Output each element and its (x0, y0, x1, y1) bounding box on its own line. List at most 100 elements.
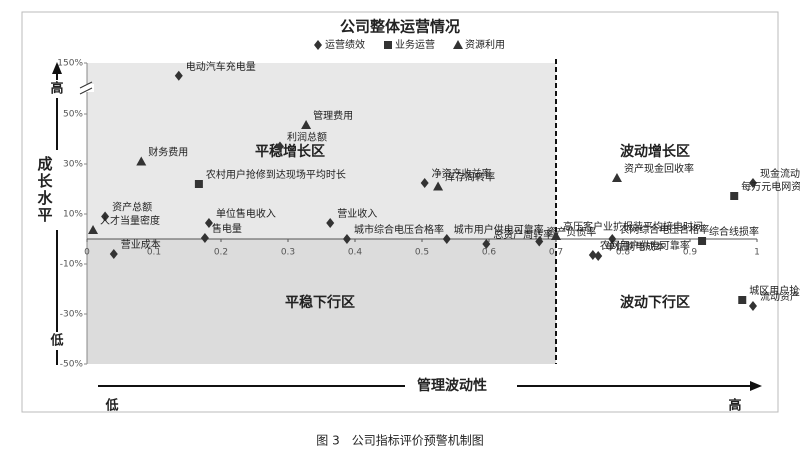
y-tick-label: 50% (63, 110, 83, 120)
point (748, 178, 757, 188)
point-label: 营业成本 (121, 238, 161, 251)
point-label: 营业收入 (337, 207, 377, 220)
point (594, 251, 603, 261)
label-bg (32, 150, 62, 230)
quadrant-label: 波动下行区 (620, 294, 690, 311)
point-label: 农村用户抢修到达现场平均时长 (206, 168, 346, 181)
point-label: 现金流动负债比率 (760, 167, 800, 180)
point-label: 农网综合电压合格率 (619, 223, 709, 236)
region-upper-left (87, 63, 556, 239)
point-label: 净资产收益率 (432, 167, 492, 180)
point-label: 资产现金回收率 (624, 162, 694, 175)
legend-marker (384, 41, 392, 49)
caption: 图 3 公司指标评价预警机制图 (316, 433, 483, 448)
y-tick-label: -30% (60, 310, 84, 320)
point-label: 利润总额 (287, 131, 327, 144)
quadrant-label: 波动增长区 (620, 143, 690, 160)
point-label: 综合线损率 (709, 225, 759, 238)
region-lower-left (87, 239, 556, 364)
point-label: 单位售电收入 (216, 207, 276, 220)
point (204, 218, 213, 228)
point (738, 296, 747, 304)
label-bg (47, 80, 67, 98)
point (730, 192, 739, 200)
x-tick-label: 0.5 (415, 248, 429, 258)
point (482, 239, 491, 249)
x-tick-label: 0.3 (281, 248, 295, 258)
point-label: 电动汽车充电量 (186, 60, 256, 73)
legend-marker (314, 40, 322, 50)
quadrant-label: 平稳增长区 (255, 143, 325, 160)
y-high: 高 (50, 81, 63, 97)
point-label: 农网用户供电可靠率 (600, 239, 690, 252)
point (174, 70, 183, 81)
point (109, 249, 118, 259)
x-tick-label: 0.4 (348, 248, 363, 258)
y-tick-label: 30% (63, 160, 83, 170)
legend-label: 业务运营 (395, 38, 435, 51)
x-tick-label: 0.8 (616, 248, 631, 258)
y-tick-label: -50% (60, 360, 84, 370)
point-label: 流动资产周转率 (760, 290, 800, 303)
y-tick-label: -10% (60, 260, 84, 270)
point (698, 237, 707, 245)
point (748, 301, 757, 311)
point (535, 236, 544, 247)
x-axis-label: 管理波动性 (417, 377, 487, 394)
point-label: 每万元电网资产运行维护成本 (741, 180, 800, 193)
point (433, 181, 444, 191)
y-tick-label: 10% (63, 210, 83, 220)
point-label: 总资产周转率 (493, 228, 553, 241)
x-tick-label: 0.2 (214, 248, 228, 258)
point-label: 单位购电成本 (605, 240, 665, 253)
point (88, 225, 99, 234)
point-label: 库存周转率 (445, 171, 495, 184)
plot-background (86, 59, 757, 364)
point-label: 城市综合电压合格率 (354, 223, 444, 236)
point (442, 234, 451, 244)
point-label: 城市用户供电可靠率 (454, 223, 544, 236)
point (608, 234, 617, 244)
point-label: 财务费用 (148, 146, 188, 159)
y-low: 低 (49, 333, 63, 349)
point-label: 售电量 (212, 222, 242, 235)
point (342, 234, 351, 244)
point (136, 156, 147, 166)
x-tick-label: 0 (84, 248, 90, 258)
axis-break (79, 81, 94, 95)
point (275, 141, 284, 152)
point-label: 高压客户业扩报装平均接电时间 (563, 220, 703, 233)
point-label: 管理费用 (313, 109, 353, 122)
chart-title: 公司整体运营情况 (340, 18, 460, 36)
point (200, 233, 209, 243)
point (194, 180, 203, 188)
x-tick-label: 0.1 (147, 248, 161, 258)
point (588, 250, 597, 260)
x-tick-label: 0.7 (549, 248, 563, 258)
point-label: 城区用户抢修到达现场平均时长 (749, 284, 800, 297)
x-low: 低 (104, 398, 118, 414)
point (611, 173, 622, 182)
label-bg (47, 332, 67, 350)
quadrant-label: 平稳下行区 (285, 294, 355, 311)
x-tick-label: 0.9 (683, 248, 698, 258)
label-bg (405, 376, 517, 396)
point (326, 218, 335, 228)
point (420, 178, 429, 188)
y-arrow-head (52, 62, 62, 74)
y-tick-label: 150% (57, 59, 83, 69)
x-tick-label: 0.6 (482, 248, 497, 258)
legend-label: 运营绩效 (325, 38, 365, 51)
x-arrow-head (750, 381, 762, 391)
point-label: 资产总额 (112, 201, 152, 214)
y-axis-label: 成长水平 (36, 155, 54, 224)
point (551, 231, 561, 240)
point (301, 120, 312, 129)
point (101, 211, 110, 222)
legend-label: 资源利用 (465, 38, 505, 51)
point-label: 人才当量密度 (100, 214, 160, 227)
x-tick-label: 1 (754, 248, 760, 258)
point-label: 资产负债率 (546, 226, 596, 239)
legend-marker (453, 40, 463, 49)
